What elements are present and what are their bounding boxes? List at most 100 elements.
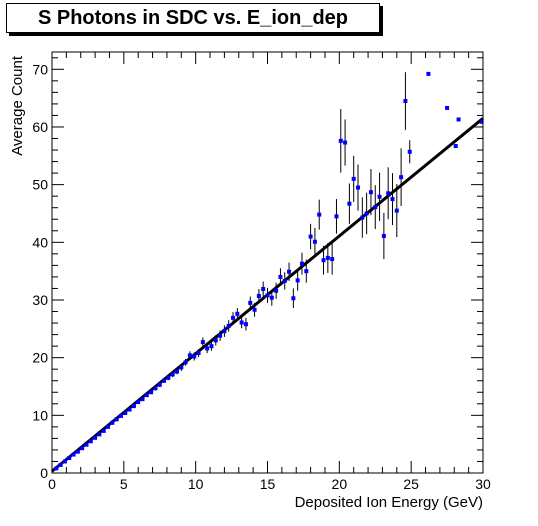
data-point (200, 340, 205, 345)
data-point (106, 424, 111, 429)
data-point (278, 274, 283, 279)
data-point (308, 234, 313, 239)
data-point (136, 400, 141, 405)
data-point (252, 307, 257, 312)
data-point (222, 329, 227, 334)
data-point (80, 446, 85, 451)
data-point (325, 255, 330, 260)
data-point (248, 300, 253, 305)
y-tick-label: 70 (32, 61, 48, 77)
x-tick-label: 20 (332, 476, 348, 492)
data-point (351, 176, 356, 181)
data-point (231, 315, 236, 320)
data-point (403, 99, 408, 104)
data-point (153, 386, 158, 391)
data-points (54, 71, 484, 471)
data-point (287, 269, 292, 274)
data-point (166, 375, 171, 380)
data-point (282, 278, 287, 283)
data-point (368, 190, 373, 195)
data-point (274, 288, 279, 293)
data-point (75, 449, 80, 454)
data-point (209, 344, 214, 349)
data-point (110, 420, 115, 425)
data-point (101, 428, 106, 433)
data-point (343, 140, 348, 145)
data-point (426, 71, 431, 76)
data-point (205, 346, 210, 351)
y-tick-label: 10 (32, 407, 48, 423)
data-point (265, 293, 270, 298)
data-point (364, 211, 369, 216)
data-point (235, 311, 240, 316)
data-point (479, 119, 484, 124)
data-point (54, 466, 59, 471)
data-point (187, 353, 192, 358)
data-point (118, 413, 123, 418)
data-point (67, 456, 72, 461)
data-point (123, 411, 128, 416)
data-point (377, 194, 382, 199)
data-point (213, 338, 218, 343)
data-point (170, 372, 175, 377)
data-point (317, 212, 322, 217)
x-tick-label: 5 (120, 476, 128, 492)
error-bars (107, 72, 411, 429)
y-tick-label: 50 (32, 177, 48, 193)
data-point (347, 201, 352, 206)
data-point (131, 404, 136, 409)
data-point (239, 320, 244, 325)
data-point (295, 278, 300, 283)
data-point (381, 233, 386, 238)
chart-title-box: S Photons in SDC vs. E_ion_dep (6, 3, 380, 33)
data-point (62, 459, 67, 464)
data-point (162, 378, 167, 383)
y-tick-label: 40 (32, 234, 48, 250)
data-point (144, 393, 149, 398)
data-point (174, 369, 179, 374)
data-point (218, 333, 223, 338)
data-point (157, 382, 162, 387)
data-point (334, 214, 339, 219)
data-point (140, 397, 145, 402)
data-point (269, 295, 274, 300)
y-tick-label: 20 (32, 350, 48, 366)
data-point (196, 351, 201, 356)
data-point (58, 462, 63, 467)
y-tick-label: 30 (32, 292, 48, 308)
data-point (456, 117, 461, 122)
data-point (394, 208, 399, 213)
data-point (84, 442, 89, 447)
y-tick-label: 60 (32, 119, 48, 135)
data-point (291, 296, 296, 301)
x-tick-label: 25 (403, 476, 419, 492)
data-point (399, 175, 404, 180)
data-point (93, 435, 98, 440)
data-point (71, 452, 76, 457)
data-point (179, 365, 184, 370)
data-point (299, 261, 304, 266)
plot-frame (51, 51, 484, 474)
data-point (114, 417, 119, 422)
y-axis-label: Average Count (9, 55, 26, 156)
data-point (373, 205, 378, 210)
data-point (390, 197, 395, 202)
data-point (386, 191, 391, 196)
x-tick-label: 30 (475, 476, 491, 492)
data-point (127, 407, 132, 412)
x-tick-label: 0 (48, 476, 56, 492)
data-point (407, 149, 412, 154)
data-point (256, 293, 261, 298)
data-point (192, 354, 197, 359)
x-tick-label: 10 (188, 476, 204, 492)
data-point (88, 439, 93, 444)
data-point (226, 323, 231, 328)
data-point (97, 432, 102, 437)
x-tick-label: 15 (260, 476, 276, 492)
x-axis-label: Deposited Ion Energy (GeV) (295, 494, 483, 511)
data-point (261, 287, 266, 292)
data-point (453, 144, 458, 149)
y-tick-label: 0 (40, 465, 48, 481)
data-point (149, 390, 154, 395)
